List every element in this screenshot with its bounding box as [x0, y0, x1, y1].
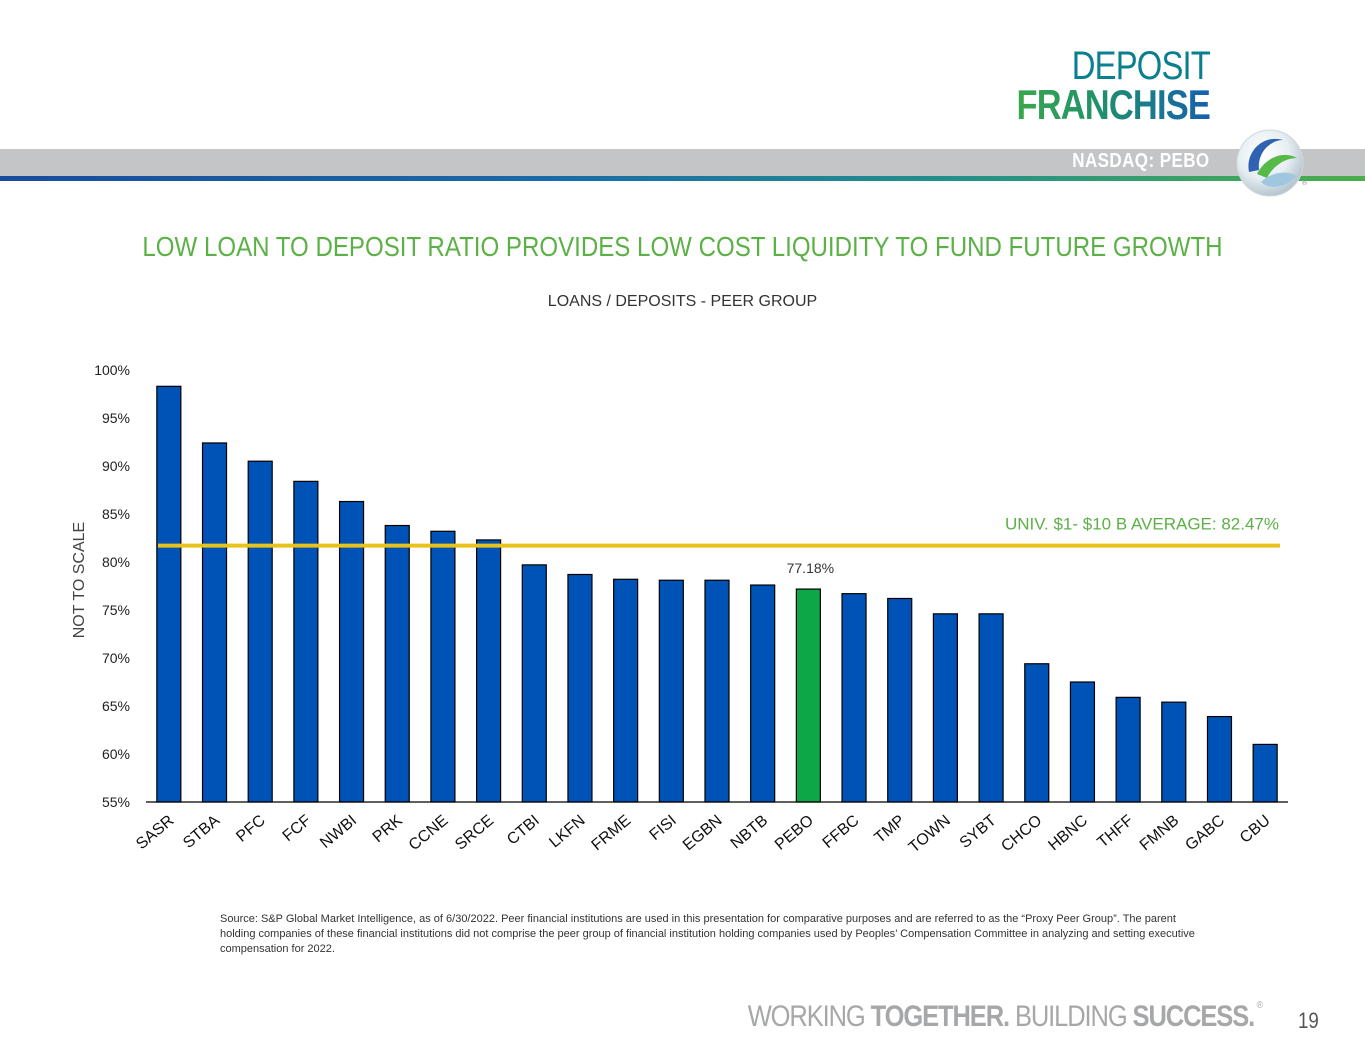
bar — [384, 524, 410, 803]
x-tick-label: GABC — [1182, 812, 1228, 854]
bar — [1024, 663, 1050, 803]
footer-tagline: WORKING TOGETHER. BUILDING SUCCESS. ® — [747, 1000, 1263, 1034]
bar — [613, 578, 639, 803]
x-tick-label: CCNE — [406, 812, 452, 854]
y-tick-label: 70% — [102, 650, 130, 666]
bar — [932, 613, 959, 803]
header-color-rule — [0, 176, 1365, 181]
tagline-registered-mark: ® — [1256, 1000, 1263, 1011]
x-tick-label: PFC — [233, 812, 268, 846]
bar — [1115, 696, 1141, 803]
x-tick-label: TMP — [871, 812, 908, 847]
bar — [1069, 681, 1096, 803]
x-tick-label: SASR — [133, 812, 177, 853]
bar — [1206, 715, 1233, 803]
x-tick-label: CBU — [1237, 812, 1274, 847]
highlight-data-label: 77.18% — [787, 560, 834, 576]
bar — [156, 385, 182, 803]
header-band — [0, 149, 1365, 176]
x-tick-label: FRME — [589, 812, 635, 854]
ticker-label: NASDAQ: PEBO — [1072, 150, 1210, 172]
x-tick-label: FFBC — [820, 812, 863, 852]
page-number: 19 — [1298, 1008, 1319, 1033]
y-tick-label: 100% — [94, 362, 130, 378]
bar — [750, 584, 776, 803]
average-line-label: UNIV. $1- $10 B AVERAGE: 82.47% — [1005, 515, 1279, 534]
y-tick-label: 95% — [102, 410, 130, 426]
bar — [293, 480, 319, 803]
y-tick-label: 80% — [102, 554, 130, 570]
x-axis-tick-labels: SASR STBA PFC FCF NWBI PRK CCNE SRCE CTBI LKFN FRM… — [133, 812, 1274, 856]
x-tick-label: PRK — [370, 812, 406, 846]
x-tick-label: LKFN — [546, 812, 588, 851]
x-tick-label: FISI — [646, 812, 679, 844]
x-tick-label: PEBO — [772, 812, 817, 854]
x-tick-label: TOWN — [906, 812, 954, 856]
tagline-part-4: SUCCESS. — [1132, 1000, 1256, 1033]
bar — [704, 579, 730, 803]
source-note: Source: S&P Global Market Intelligence, … — [220, 913, 1195, 955]
tagline-part-3: BUILDING — [1009, 1000, 1133, 1033]
x-tick-label: SRCE — [452, 812, 497, 854]
y-tick-label: 60% — [102, 746, 130, 762]
y-tick-label: 90% — [102, 458, 130, 474]
x-tick-label: NWBI — [317, 812, 360, 852]
tagline-part-1: WORKING — [747, 1000, 871, 1033]
bar — [567, 573, 593, 803]
slide-headline: LOW LOAN TO DEPOSIT RATIO PROVIDES LOW C… — [142, 231, 1223, 262]
tagline-part-2: TOGETHER. — [870, 1000, 1010, 1033]
bar — [521, 564, 547, 803]
x-tick-label: THFF — [1094, 812, 1136, 851]
bar — [887, 597, 913, 803]
y-axis-label: NOT TO SCALE — [71, 522, 88, 638]
bar — [1252, 743, 1278, 803]
bar — [476, 539, 502, 803]
y-tick-label: 85% — [102, 506, 130, 522]
section-title-line1: DEPOSIT — [1071, 44, 1211, 88]
section-title: DEPOSIT FRANCHISE — [974, 46, 1210, 126]
x-tick-label: SYBT — [957, 812, 1000, 852]
x-tick-label: FMNB — [1137, 812, 1183, 854]
loans-deposits-bar-chart: 55% 60% 65% 70% 75% 80% 85% 90% 95% 100% NOT TO S… — [71, 362, 1288, 856]
bar — [201, 442, 228, 803]
bar — [247, 460, 273, 803]
y-tick-label: 75% — [102, 602, 130, 618]
company-logo — [1236, 129, 1304, 197]
logo-registered-mark: ® — [1301, 179, 1308, 187]
y-axis-tick-labels: 55% 60% 65% 70% 75% 80% 85% 90% 95% 100% — [94, 362, 130, 810]
y-tick-label: 55% — [102, 794, 130, 810]
bar — [430, 530, 456, 803]
bar — [658, 579, 684, 803]
bar — [1161, 701, 1187, 803]
bar — [978, 613, 1004, 803]
chart-title: LOANS / DEPOSITS - PEER GROUP — [547, 293, 818, 310]
x-tick-label: CHCO — [998, 812, 1045, 855]
x-tick-label: FCF — [280, 812, 315, 845]
bar — [841, 593, 867, 803]
x-tick-label: HBNC — [1045, 812, 1091, 854]
section-title-line2: FRANCHISE — [1016, 81, 1210, 128]
bar-highlight — [795, 588, 821, 803]
y-tick-label: 65% — [102, 698, 130, 714]
x-tick-label: STBA — [180, 812, 223, 852]
x-tick-label: EGBN — [680, 812, 726, 854]
x-tick-label: NBTB — [728, 812, 772, 852]
x-tick-label: CTBI — [504, 812, 543, 848]
